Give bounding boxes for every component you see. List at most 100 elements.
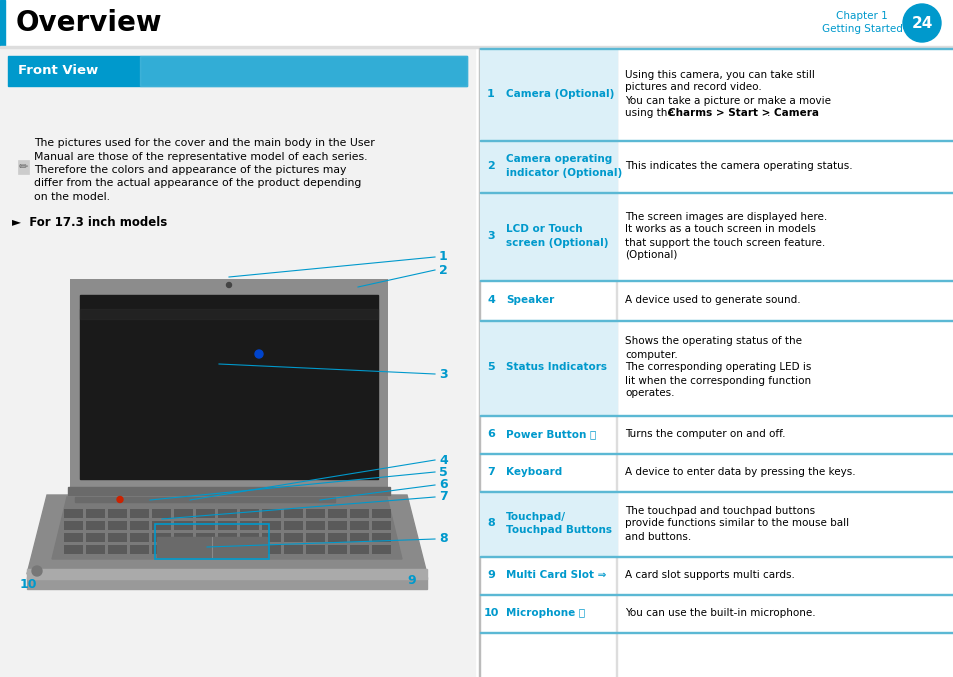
Text: 4: 4 [487, 295, 495, 305]
Text: 6: 6 [438, 479, 447, 492]
Bar [284, 545, 303, 554]
Bar [328, 533, 347, 542]
Text: Multi Card Slot ⇒: Multi Card Slot ⇒ [505, 570, 606, 580]
Bar [306, 509, 325, 518]
Bar [218, 533, 236, 542]
Bar [240, 521, 258, 530]
Bar [240, 509, 258, 518]
Bar [64, 533, 83, 542]
Bar [157, 537, 267, 557]
Text: Touchpad Buttons: Touchpad Buttons [505, 525, 612, 535]
Text: indicator (Optional): indicator (Optional) [505, 167, 621, 177]
Bar [240, 545, 258, 554]
Text: 1: 1 [487, 89, 495, 99]
Bar [64, 545, 83, 554]
Bar [240, 533, 258, 542]
Bar [479, 491, 617, 556]
Bar [479, 280, 953, 281]
Bar [284, 521, 303, 530]
Text: Manual are those of the representative model of each series.: Manual are those of the representative m… [34, 152, 367, 162]
Bar [173, 545, 193, 554]
Bar [27, 577, 427, 589]
Text: Therefore the colors and appearance of the pictures may: Therefore the colors and appearance of t… [34, 165, 346, 175]
Text: .: . [766, 108, 769, 118]
Bar [86, 545, 105, 554]
Bar [479, 594, 953, 595]
Text: 9: 9 [407, 575, 416, 588]
Text: using the: using the [624, 108, 677, 118]
Bar [479, 632, 953, 633]
Bar [479, 192, 617, 280]
Text: Speaker: Speaker [505, 295, 554, 305]
Bar [195, 533, 214, 542]
Bar [195, 521, 214, 530]
Bar [479, 139, 953, 141]
Bar [218, 545, 236, 554]
Bar [284, 533, 303, 542]
Bar [64, 509, 83, 518]
Bar [130, 545, 149, 554]
Bar [70, 279, 388, 489]
Text: Keyboard: Keyboard [505, 467, 561, 477]
Bar [262, 545, 281, 554]
Bar [350, 521, 369, 530]
Text: Microphone 🎤: Microphone 🎤 [505, 608, 584, 618]
Text: 2: 2 [438, 263, 447, 276]
Text: Touchpad/: Touchpad/ [505, 512, 565, 522]
Bar [8, 56, 467, 86]
Text: Camera (Optional): Camera (Optional) [505, 89, 614, 99]
Bar [173, 509, 193, 518]
Text: The pictures used for the cover and the main body in the User: The pictures used for the cover and the … [34, 138, 375, 148]
Bar [218, 521, 236, 530]
Text: 5: 5 [438, 466, 447, 479]
Circle shape [902, 4, 940, 42]
Circle shape [117, 496, 123, 502]
Text: Using this camera, you can take still: Using this camera, you can take still [624, 70, 814, 79]
Text: A device to enter data by pressing the keys.: A device to enter data by pressing the k… [624, 467, 855, 477]
Bar [479, 320, 617, 415]
Bar [68, 487, 390, 495]
Bar [0, 0, 953, 46]
Bar [86, 521, 105, 530]
Bar [108, 533, 127, 542]
Bar [478, 48, 480, 677]
Text: provide functions similar to the mouse ball: provide functions similar to the mouse b… [624, 519, 848, 529]
Text: 7: 7 [438, 491, 447, 504]
Text: lit when the corresponding function: lit when the corresponding function [624, 376, 810, 385]
Text: Getting Started: Getting Started [821, 24, 902, 34]
Text: Status Indicators: Status Indicators [505, 362, 606, 372]
Circle shape [226, 282, 232, 288]
Bar [108, 521, 127, 530]
Bar [108, 545, 127, 554]
Text: Charms > Start > Camera: Charms > Start > Camera [667, 108, 818, 118]
Text: differ from the actual appearance of the product depending: differ from the actual appearance of the… [34, 179, 361, 188]
Bar [27, 569, 427, 579]
Bar [350, 509, 369, 518]
Text: Camera operating: Camera operating [505, 154, 612, 165]
Bar [152, 533, 171, 542]
Bar [262, 509, 281, 518]
Bar [173, 521, 193, 530]
Bar [262, 521, 281, 530]
Bar [328, 509, 347, 518]
Text: Shows the operating status of the: Shows the operating status of the [624, 336, 801, 347]
Bar [218, 509, 236, 518]
Text: ✏: ✏ [19, 162, 29, 172]
Bar [616, 48, 617, 677]
Bar [130, 533, 149, 542]
Bar [479, 491, 953, 492]
Bar [0, 48, 475, 677]
Bar [18, 160, 29, 174]
Text: 6: 6 [487, 429, 495, 439]
Bar [479, 556, 953, 557]
Bar [0, 46, 953, 48]
Text: LCD or Touch: LCD or Touch [505, 225, 582, 234]
Text: 10: 10 [483, 608, 498, 618]
Bar [262, 533, 281, 542]
Bar [372, 509, 391, 518]
Text: It works as a touch screen in models: It works as a touch screen in models [624, 225, 815, 234]
Text: A device used to generate sound.: A device used to generate sound. [624, 295, 800, 305]
Bar [479, 140, 617, 192]
Text: You can use the built-in microphone.: You can use the built-in microphone. [624, 608, 815, 618]
Text: screen (Optional): screen (Optional) [505, 238, 608, 248]
